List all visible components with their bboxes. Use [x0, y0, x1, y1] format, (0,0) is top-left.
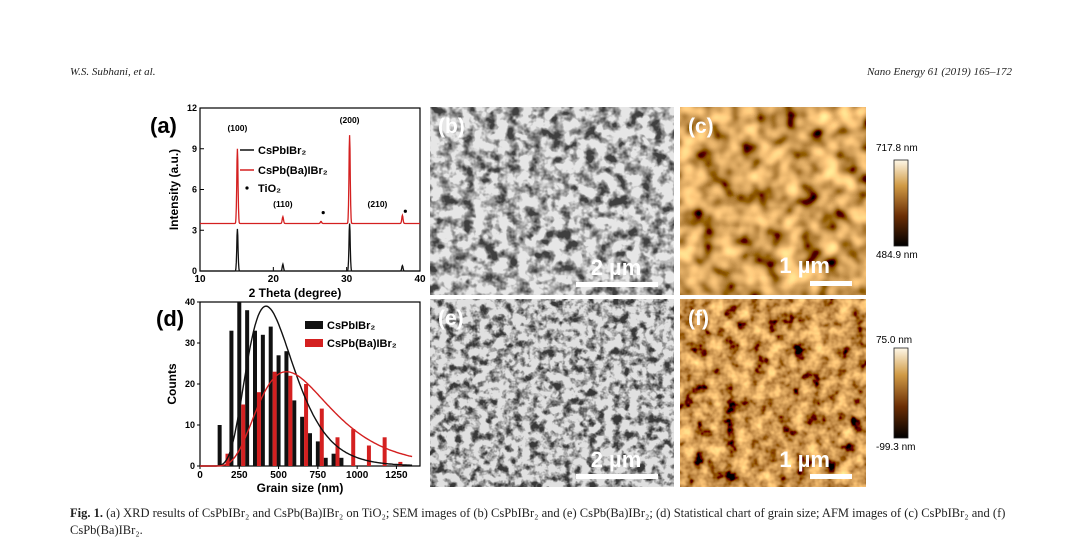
grain-bar-red: [225, 453, 230, 466]
scalebar-f: [810, 474, 852, 479]
grain-bar-black: [292, 400, 297, 466]
xrd-series-line: [200, 223, 420, 272]
grain-bar-red: [304, 384, 309, 466]
grain-fit-curve: [200, 305, 413, 467]
grain-bar-black: [276, 355, 281, 466]
scalebar-e: [576, 474, 658, 479]
grain-xtick-label: 500: [270, 470, 287, 481]
grain-ytick-label: 40: [185, 297, 195, 307]
afm-image-c: (c) 1 µm: [680, 107, 866, 295]
caption-fig-number: Fig. 1.: [70, 506, 103, 520]
panel-label-e: (e): [438, 307, 464, 330]
grain-bar-black: [260, 334, 265, 466]
xrd-xtick-label: 10: [194, 274, 206, 285]
grain-bar-black: [308, 433, 312, 466]
scalebar-label-f: 1 µm: [779, 447, 830, 472]
afm-image-f: (f) 1 µm: [680, 299, 866, 487]
panel-label-d: (d): [156, 306, 184, 331]
xrd-legend-label: TiO₂: [258, 183, 281, 195]
grain-xtick-label: 750: [310, 470, 327, 481]
xrd-legend-label: CsPb(Ba)IBr₂: [258, 165, 328, 177]
grain-bar-red: [382, 437, 387, 466]
xrd-legend-label: CsPbIBr₂: [258, 145, 306, 157]
xrd-series-line: [200, 135, 420, 225]
xrd-xtick-label: 30: [341, 274, 353, 285]
grain-bar-red: [335, 437, 340, 466]
running-header-journal: Nano Energy 61 (2019) 165–172: [866, 66, 1012, 78]
grain-bar-black: [315, 441, 320, 466]
grain-legend-label: CsPb(Ba)IBr₂: [327, 338, 397, 350]
scalebar-c: [810, 281, 852, 286]
panel-label-f: (f): [688, 307, 709, 330]
grain-legend-swatch-black: [305, 321, 323, 329]
grain-xtick-label: 0: [197, 470, 203, 481]
scalebar-label-c: 1 µm: [779, 253, 830, 278]
grain-bar-black: [245, 310, 250, 466]
xrd-xtick-label: 40: [414, 274, 426, 285]
figure-charts: 10 20 30 40 0 3 6 9 12 2 Theta (degree) Intensity …: [150, 103, 426, 495]
xrd-xtick-label: 20: [268, 274, 280, 285]
xrd-ytick-label: 0: [192, 266, 197, 276]
grain-legend-swatch-red: [305, 339, 323, 347]
grain-bar-black: [268, 326, 273, 466]
panel-label-c: (c): [688, 115, 714, 138]
running-header-authors: W.S. Subhani, et al.: [70, 66, 156, 78]
grain-ytick-label: 0: [190, 461, 195, 471]
panel-label-b: (b): [438, 115, 465, 138]
grain-bar-black: [229, 330, 234, 466]
grain-ytick-label: 20: [185, 379, 195, 389]
xrd-ylabel: Intensity (a.u.): [167, 149, 181, 230]
grain-bar-red: [241, 404, 246, 466]
caption-text: (a) XRD results of CsPbIBr₂ and CsPb(Ba)…: [70, 506, 1006, 537]
scalebar-b: [576, 282, 658, 287]
grain-bar-red: [272, 371, 277, 466]
grain-xtick-label: 1250: [385, 470, 408, 481]
grain-bar-red: [288, 375, 293, 466]
xrd-annotation: (200): [340, 115, 360, 125]
xrd-ytick-label: 9: [192, 144, 197, 154]
grain-bar-red: [366, 445, 371, 466]
sem-image-e: (e) 2 µm: [430, 299, 674, 487]
grain-bar-red: [256, 392, 261, 466]
grain-fit-curve: [200, 370, 413, 467]
xrd-legend-swatch-tio2: [245, 186, 249, 190]
xrd-ytick-label: 3: [192, 225, 197, 235]
grain-legend-label: CsPbIBr₂: [327, 320, 375, 332]
grain-xlabel: Grain size (nm): [257, 481, 344, 495]
scalebar-label-e: 2 µm: [591, 447, 642, 472]
figure-caption: Fig. 1. (a) XRD results of CsPbIBr₂ and …: [70, 505, 1020, 539]
grain-xtick-label: 250: [231, 470, 248, 481]
xrd-annotation: (110): [273, 199, 293, 209]
grain-bar-black: [331, 453, 336, 466]
grain-bar-red: [398, 461, 403, 466]
grain-bar-black: [323, 457, 328, 466]
grain-ytick-label: 10: [185, 420, 195, 430]
xrd-ytick-label: 6: [192, 185, 197, 195]
panel-label-a: (a): [150, 113, 177, 138]
xrd-tio2-marker: [403, 209, 407, 213]
xrd-tio2-marker: [321, 210, 325, 215]
grain-bar-red: [351, 429, 356, 466]
xrd-ytick-label: 12: [187, 103, 197, 113]
grain-bar-black: [237, 302, 242, 466]
grain-ylabel: Counts: [165, 363, 179, 405]
grain-bar-black: [253, 330, 257, 466]
scalebar-label-b: 2 µm: [591, 255, 642, 280]
grain-chart: 0 250 500 750 1000 1250 0 10 20 30 40 Grain size (n…: [165, 297, 421, 495]
xrd-annotation: (210): [368, 199, 388, 209]
xrd-annotation: (100): [227, 123, 247, 133]
grain-bar-black: [339, 457, 344, 466]
grain-ytick-label: 30: [185, 338, 195, 348]
sem-image-b: (b) 2 µm: [430, 107, 674, 295]
grain-bar-black: [300, 416, 305, 466]
grain-bar-black: [284, 351, 289, 466]
grain-xtick-label: 1000: [346, 470, 369, 481]
grain-bar-black: [217, 425, 222, 466]
grain-bar-red: [319, 408, 324, 466]
xrd-chart: 10 20 30 40 0 3 6 9 12 2 Theta (degree) Intensity …: [167, 103, 426, 300]
xrd-xlabel: 2 Theta (degree): [249, 286, 342, 300]
